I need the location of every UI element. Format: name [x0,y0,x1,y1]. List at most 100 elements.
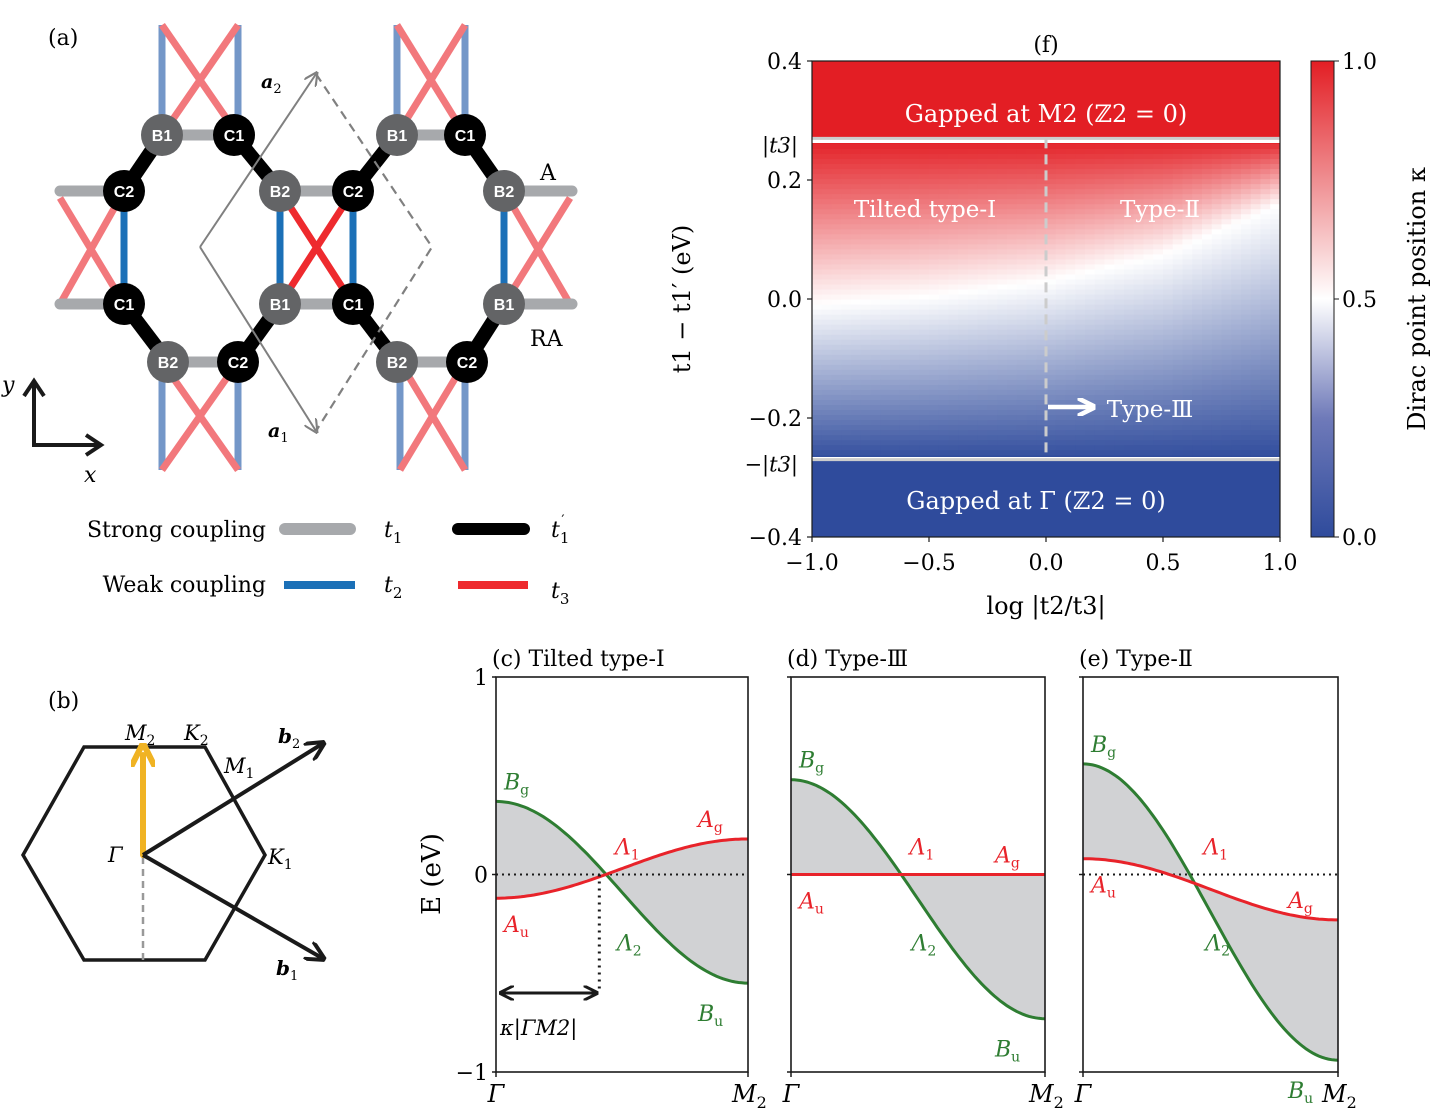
heatmap-cell [1124,213,1135,220]
heatmap-cell [1153,384,1164,390]
heatmap-cell [1104,198,1115,205]
heatmap-cell [1036,414,1047,421]
heatmap-cell [831,163,842,170]
heatmap-cell [860,153,872,160]
heatmap-cell [1153,153,1164,160]
heatmap-cell [968,339,979,345]
heatmap-cell [1172,243,1184,250]
heatmap-cell [880,389,891,395]
heatmap-cell [831,253,842,260]
heatmap-cell [1036,248,1047,255]
heatmap-cell [1250,434,1262,441]
heatmap-cell [929,354,940,360]
heatmap-cell [1241,304,1252,310]
heatmap-cell [890,404,901,411]
heatmap-cell [968,309,979,315]
heatmap-cell [812,248,823,255]
heatmap-cell [968,208,979,215]
heatmap-cell [1202,183,1213,190]
heatmap-cell [899,233,911,240]
heatmap-cell [968,314,979,320]
heatmap-cell [1163,213,1174,220]
heatmap-cell [1182,208,1193,215]
coupling-legend: Strong coupling t1 t1′ Weak coupling t2 … [87,513,569,608]
heatmap-cell [1250,349,1262,355]
heatmap-cell [1163,334,1174,340]
heatmap-cell [958,163,969,170]
heatmap-cell [1036,349,1047,355]
heatmap-cell [919,198,930,205]
heatmap-cell [1133,404,1145,411]
heatmap-cell [1026,424,1037,431]
heatmap-cell [1143,148,1154,155]
heatmap-cell [831,258,842,265]
heatmap-cell [1055,424,1067,431]
heatmap-cell [1085,359,1096,365]
heatmap-cell [870,359,881,365]
heatmap-cell [987,203,998,210]
heatmap-cell [890,309,901,315]
heatmap-cell [987,369,998,375]
heatmap-cell [1172,374,1184,380]
heatmap-cell [997,283,1008,290]
heatmap-cell [1172,449,1184,456]
heatmap-cell [1221,414,1232,421]
heatmap-cell [1172,354,1184,360]
heatmap-cell [1114,238,1125,245]
heatmap-cell [1046,379,1057,385]
heatmap-cell [1231,178,1242,185]
heatmap-cell [1055,299,1067,305]
heatmap-cell [909,399,920,406]
lattice-site-c2: C2 [446,341,488,383]
heatmap-cell [870,419,881,426]
heatmap-cell [1192,304,1203,310]
heatmap-cell [1007,329,1018,335]
label-bu: Bu [1287,1079,1313,1107]
heatmap-cell [1026,268,1037,275]
heatmap-cell [1036,319,1047,325]
heatmap-cell [1211,143,1223,149]
heatmap-cell [1114,314,1125,320]
heatmap-cell [1085,223,1096,230]
heatmap-cell [1104,153,1115,160]
heatmap-cell [1192,394,1203,401]
heatmap-cell [880,153,891,160]
heatmap-cell [1046,339,1057,345]
heatmap-cell [899,419,911,426]
heatmap-cell [890,153,901,160]
colorbar-tick-label: 0.5 [1342,288,1377,313]
heatmap-cell [870,424,881,431]
x-tick-label-gamma: Γ [1074,1080,1093,1108]
heatmap-cell [1270,288,1280,295]
heatmap-cell [1221,258,1232,265]
heatmap-cell [977,339,989,345]
heatmap-cell [1192,419,1203,426]
heatmap-cell [1143,278,1154,285]
heatmap-cell [1153,434,1164,441]
heatmap-cell [1182,434,1193,441]
heatmap-cell [1016,419,1028,426]
heatmap-cell [948,198,959,205]
heatmap-cell [1114,309,1125,315]
heatmap-cell [1211,248,1223,255]
armchair-label-RA: RA [530,327,564,352]
heatmap-cell [1163,309,1174,315]
heatmap-cell [1094,319,1106,325]
heatmap-cell [958,173,969,180]
heatmap-cell [1221,404,1232,411]
heatmap-cell [1065,419,1076,426]
heatmap-cell [1153,203,1164,210]
heatmap-cell [1007,278,1018,285]
heatmap-cell [909,273,920,280]
heatmap-cell [1124,188,1135,195]
heatmap-cell [1153,148,1164,155]
heatmap-cell [831,364,842,370]
heatmap-cell [860,344,872,350]
heatmap-cell [1016,319,1028,325]
heatmap-cell [1231,394,1242,401]
heatmap-cell [1104,203,1115,210]
heatmap-cell [1231,454,1242,457]
heatmap-cell [899,339,911,345]
heatmap-cell [1172,193,1184,200]
heatmap-cell [1182,153,1193,160]
